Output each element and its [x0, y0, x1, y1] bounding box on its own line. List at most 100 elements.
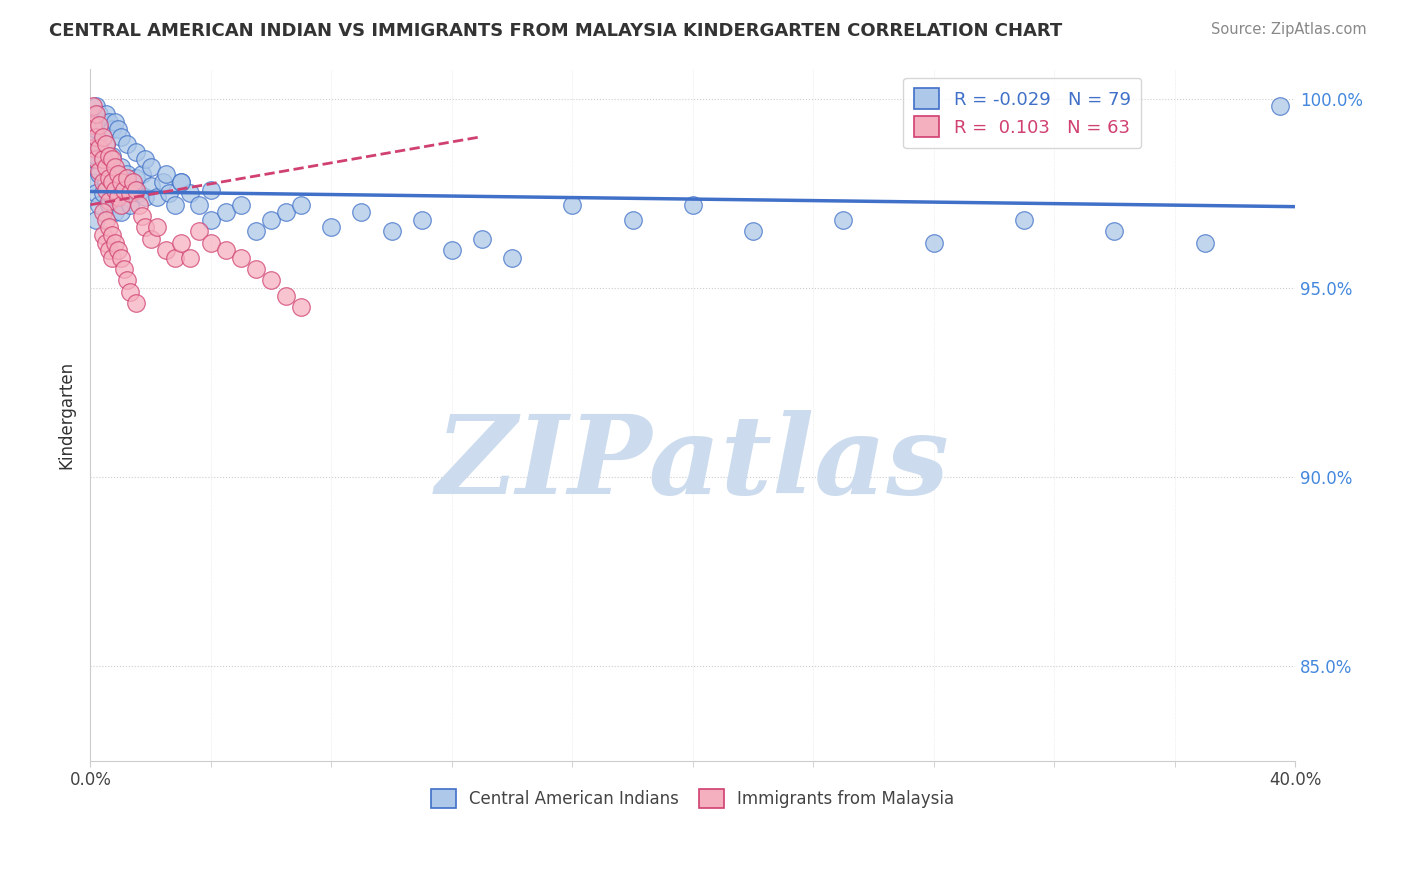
- Point: [621, 213, 644, 227]
- Point: [118, 198, 141, 212]
- Point: [94, 235, 117, 250]
- Point: [187, 198, 209, 212]
- Point: [350, 205, 373, 219]
- Point: [107, 190, 129, 204]
- Point: [97, 198, 120, 212]
- Point: [100, 148, 122, 162]
- Point: [86, 122, 108, 136]
- Point: [321, 220, 343, 235]
- Point: [742, 224, 765, 238]
- Point: [91, 153, 114, 167]
- Point: [115, 168, 138, 182]
- Point: [682, 198, 704, 212]
- Point: [832, 213, 855, 227]
- Point: [145, 190, 167, 204]
- Point: [124, 145, 146, 159]
- Point: [97, 220, 120, 235]
- Point: [124, 296, 146, 310]
- Point: [200, 235, 222, 250]
- Point: [110, 205, 132, 219]
- Point: [89, 118, 111, 132]
- Point: [179, 251, 201, 265]
- Point: [97, 243, 120, 257]
- Point: [260, 213, 283, 227]
- Point: [86, 148, 108, 162]
- Point: [170, 175, 193, 189]
- Point: [112, 262, 135, 277]
- Point: [97, 114, 120, 128]
- Point: [110, 175, 132, 189]
- Point: [276, 288, 298, 302]
- Point: [91, 114, 114, 128]
- Point: [89, 168, 111, 182]
- Point: [381, 224, 404, 238]
- Point: [922, 235, 945, 250]
- Point: [115, 137, 138, 152]
- Point: [170, 235, 193, 250]
- Point: [200, 183, 222, 197]
- Point: [229, 251, 252, 265]
- Point: [200, 213, 222, 227]
- Point: [91, 227, 114, 242]
- Point: [86, 153, 108, 167]
- Point: [245, 262, 267, 277]
- Point: [100, 190, 122, 204]
- Point: [411, 213, 433, 227]
- Point: [163, 251, 186, 265]
- Point: [1268, 99, 1291, 113]
- Point: [115, 273, 138, 287]
- Point: [112, 186, 135, 201]
- Point: [110, 129, 132, 144]
- Point: [145, 220, 167, 235]
- Point: [112, 183, 135, 197]
- Point: [103, 183, 125, 197]
- Point: [94, 213, 117, 227]
- Point: [440, 243, 463, 257]
- Point: [152, 175, 174, 189]
- Point: [561, 198, 583, 212]
- Point: [82, 118, 104, 132]
- Point: [103, 160, 125, 174]
- Point: [124, 183, 146, 197]
- Point: [118, 285, 141, 299]
- Point: [260, 273, 283, 287]
- Point: [1012, 213, 1035, 227]
- Point: [103, 168, 125, 182]
- Point: [91, 148, 114, 162]
- Point: [89, 141, 111, 155]
- Point: [118, 186, 141, 201]
- Point: [115, 171, 138, 186]
- Point: [245, 224, 267, 238]
- Point: [103, 114, 125, 128]
- Point: [501, 251, 523, 265]
- Point: [89, 198, 111, 212]
- Point: [139, 232, 162, 246]
- Point: [82, 175, 104, 189]
- Point: [89, 163, 111, 178]
- Point: [100, 122, 122, 136]
- Point: [107, 243, 129, 257]
- Point: [229, 198, 252, 212]
- Point: [100, 175, 122, 189]
- Point: [155, 168, 177, 182]
- Point: [1194, 235, 1216, 250]
- Point: [134, 190, 156, 204]
- Point: [89, 107, 111, 121]
- Point: [110, 251, 132, 265]
- Point: [82, 153, 104, 167]
- Point: [107, 168, 129, 182]
- Point: [86, 99, 108, 113]
- Point: [215, 243, 238, 257]
- Text: Source: ZipAtlas.com: Source: ZipAtlas.com: [1211, 22, 1367, 37]
- Point: [94, 137, 117, 152]
- Point: [94, 160, 117, 174]
- Point: [290, 300, 312, 314]
- Point: [100, 251, 122, 265]
- Point: [110, 198, 132, 212]
- Point: [121, 175, 143, 189]
- Point: [82, 129, 104, 144]
- Point: [163, 198, 186, 212]
- Point: [187, 224, 209, 238]
- Point: [128, 186, 150, 201]
- Point: [82, 141, 104, 155]
